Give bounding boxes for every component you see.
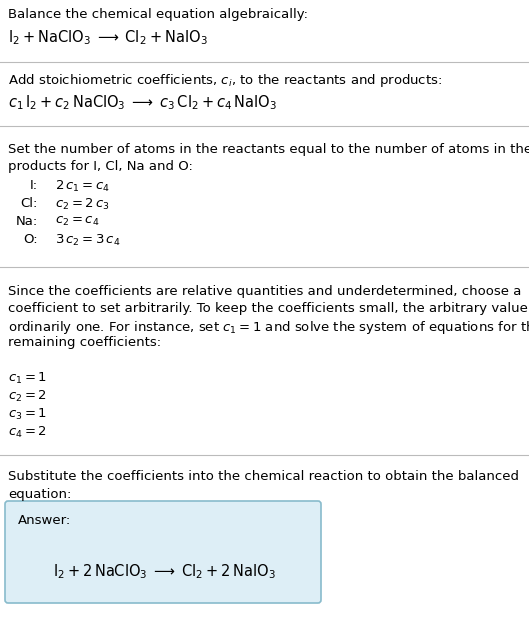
Text: $c_2 = c_4$: $c_2 = c_4$ — [55, 215, 99, 228]
FancyBboxPatch shape — [5, 501, 321, 603]
Text: Since the coefficients are relative quantities and underdetermined, choose a: Since the coefficients are relative quan… — [8, 285, 522, 298]
Text: $c_2 = 2\,c_3$: $c_2 = 2\,c_3$ — [55, 197, 110, 212]
Text: Answer:: Answer: — [18, 514, 71, 527]
Text: Na:: Na: — [16, 215, 38, 228]
Text: Cl:: Cl: — [21, 197, 38, 210]
Text: $\mathrm{I_2} + 2\,\mathrm{NaClO_3}\;\longrightarrow\;\mathrm{Cl_2} + 2\,\mathrm: $\mathrm{I_2} + 2\,\mathrm{NaClO_3}\;\lo… — [53, 562, 276, 581]
Text: $\mathrm{I_2 + NaClO_3 \;\longrightarrow\; Cl_2 + NaIO_3}$: $\mathrm{I_2 + NaClO_3 \;\longrightarrow… — [8, 28, 208, 46]
Text: coefficient to set arbitrarily. To keep the coefficients small, the arbitrary va: coefficient to set arbitrarily. To keep … — [8, 302, 529, 315]
Text: remaining coefficients:: remaining coefficients: — [8, 336, 161, 349]
Text: Substitute the coefficients into the chemical reaction to obtain the balanced: Substitute the coefficients into the che… — [8, 470, 519, 483]
Text: O:: O: — [23, 233, 38, 246]
Text: Set the number of atoms in the reactants equal to the number of atoms in the: Set the number of atoms in the reactants… — [8, 143, 529, 156]
Text: products for I, Cl, Na and O:: products for I, Cl, Na and O: — [8, 160, 193, 173]
Text: I:: I: — [30, 179, 38, 192]
Text: $2\,c_1 = c_4$: $2\,c_1 = c_4$ — [55, 179, 110, 194]
Text: equation:: equation: — [8, 488, 71, 501]
Text: $c_4 = 2$: $c_4 = 2$ — [8, 425, 47, 440]
Text: $c_1 = 1$: $c_1 = 1$ — [8, 371, 47, 386]
Text: $3\,c_2 = 3\,c_4$: $3\,c_2 = 3\,c_4$ — [55, 233, 121, 248]
Text: $c_3 = 1$: $c_3 = 1$ — [8, 407, 47, 422]
Text: Balance the chemical equation algebraically:: Balance the chemical equation algebraica… — [8, 8, 308, 21]
Text: $c_2 = 2$: $c_2 = 2$ — [8, 389, 47, 404]
Text: $c_1\,\mathrm{I_2} + c_2\,\mathrm{NaClO_3}\;\longrightarrow\; c_3\,\mathrm{Cl_2}: $c_1\,\mathrm{I_2} + c_2\,\mathrm{NaClO_… — [8, 93, 277, 112]
Text: Add stoichiometric coefficients, $c_i$, to the reactants and products:: Add stoichiometric coefficients, $c_i$, … — [8, 72, 442, 89]
Text: ordinarily one. For instance, set $c_1 = 1$ and solve the system of equations fo: ordinarily one. For instance, set $c_1 =… — [8, 319, 529, 336]
